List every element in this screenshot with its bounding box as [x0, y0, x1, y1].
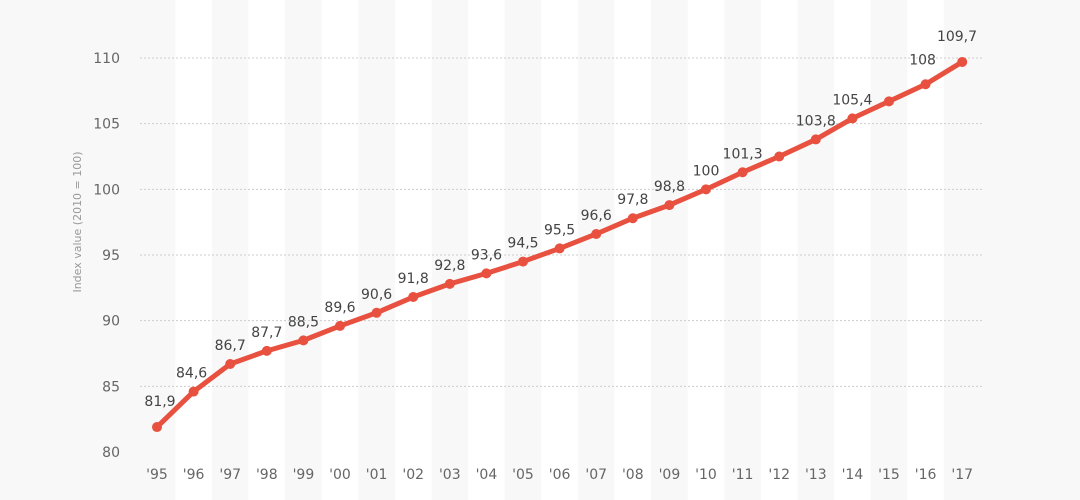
x-tick-label: '98 [256, 467, 278, 483]
data-label: 95,5 [544, 222, 575, 238]
data-point[interactable] [554, 243, 565, 254]
data-point[interactable] [884, 96, 894, 107]
x-tick-label: '02 [402, 467, 424, 483]
data-point[interactable] [225, 359, 236, 370]
data-label: 108 [909, 52, 936, 68]
column-band [760, 0, 798, 500]
data-label: 87,7 [251, 325, 282, 341]
x-tick-label: '11 [732, 467, 754, 483]
x-tick-label: '16 [915, 467, 937, 483]
y-tick-label: 80 [102, 445, 120, 461]
data-point[interactable] [847, 113, 858, 124]
data-point[interactable] [152, 422, 162, 433]
data-point[interactable] [810, 134, 821, 145]
data-label: 90,6 [361, 287, 392, 303]
data-label: 91,8 [398, 271, 429, 287]
data-point[interactable] [188, 386, 199, 397]
y-tick-label: 90 [102, 314, 120, 330]
data-point[interactable] [701, 184, 711, 195]
x-tick-label: '12 [768, 467, 790, 483]
data-point[interactable] [774, 151, 785, 162]
data-point[interactable] [920, 79, 931, 90]
y-tick-label: 105 [93, 117, 120, 133]
y-axis-ticks: 80 85 90 95 100 105 110 [93, 51, 120, 461]
data-labels: 81,984,6 86,7 87,7 88,5 89,6 90,6 91,8 92,8 93,6… [144, 29, 977, 410]
data-label: 98,8 [654, 179, 685, 195]
column-bands [175, 0, 944, 500]
y-tick-label: 85 [102, 379, 120, 395]
data-label: 96,6 [581, 208, 612, 224]
data-point[interactable] [591, 228, 602, 239]
data-label: 89,6 [324, 300, 355, 316]
data-point[interactable] [298, 335, 309, 346]
data-label: 100 [693, 163, 720, 179]
column-band [834, 0, 871, 500]
column-band [321, 0, 359, 500]
data-label: 103,8 [796, 113, 836, 129]
x-tick-label: '09 [659, 467, 681, 483]
data-label: 84,6 [176, 366, 207, 382]
data-point[interactable] [371, 307, 382, 318]
column-band [468, 0, 505, 500]
data-label: 109,7 [937, 29, 977, 45]
data-point[interactable] [737, 167, 748, 178]
column-band [394, 0, 432, 500]
x-axis-ticks: '95 '96 '97 '98 '99 '00 '01 '02 '03 '04 '05 '06 '07 '… [146, 467, 973, 483]
x-tick-label: '13 [805, 467, 827, 483]
data-point[interactable] [627, 213, 638, 224]
x-tick-label: '00 [329, 467, 351, 483]
x-tick-label: '07 [585, 467, 607, 483]
column-band [687, 0, 725, 500]
data-point[interactable] [444, 278, 455, 289]
data-series [152, 56, 968, 433]
x-tick-label: '05 [512, 467, 534, 483]
x-tick-label: '03 [439, 467, 461, 483]
x-tick-label: '17 [951, 467, 973, 483]
data-point[interactable] [481, 268, 492, 279]
column-band [248, 0, 286, 500]
x-tick-label: '01 [366, 467, 388, 483]
data-label: 86,7 [215, 338, 246, 354]
data-label: 93,6 [471, 247, 502, 263]
data-point[interactable] [957, 56, 968, 67]
x-tick-label: '14 [842, 467, 864, 483]
x-tick-label: '96 [183, 467, 205, 483]
x-tick-label: '08 [622, 467, 644, 483]
x-tick-label: '99 [293, 467, 315, 483]
data-label: 81,9 [144, 394, 175, 410]
x-tick-label: '06 [549, 467, 571, 483]
x-tick-label: '15 [878, 467, 900, 483]
data-point[interactable] [335, 320, 345, 331]
x-tick-label: '95 [146, 467, 168, 483]
data-label: 92,8 [434, 258, 465, 274]
x-tick-label: '10 [695, 467, 717, 483]
column-band [614, 0, 652, 500]
y-tick-label: 110 [93, 51, 120, 67]
data-label: 88,5 [288, 314, 319, 330]
data-label: 94,5 [507, 236, 538, 252]
data-point[interactable] [518, 256, 528, 267]
data-point[interactable] [408, 292, 419, 303]
data-label: 101,3 [723, 146, 763, 162]
x-tick-label: '04 [476, 467, 498, 483]
x-tick-label: '97 [219, 467, 241, 483]
y-tick-label: 100 [93, 182, 120, 198]
column-band [175, 0, 212, 500]
y-axis-label: Index value (2010 = 100) [71, 151, 84, 292]
y-tick-label: 95 [102, 248, 120, 264]
data-point[interactable] [664, 200, 675, 211]
data-point[interactable] [261, 345, 272, 356]
data-label: 105,4 [832, 92, 872, 108]
data-label: 97,8 [617, 192, 648, 208]
